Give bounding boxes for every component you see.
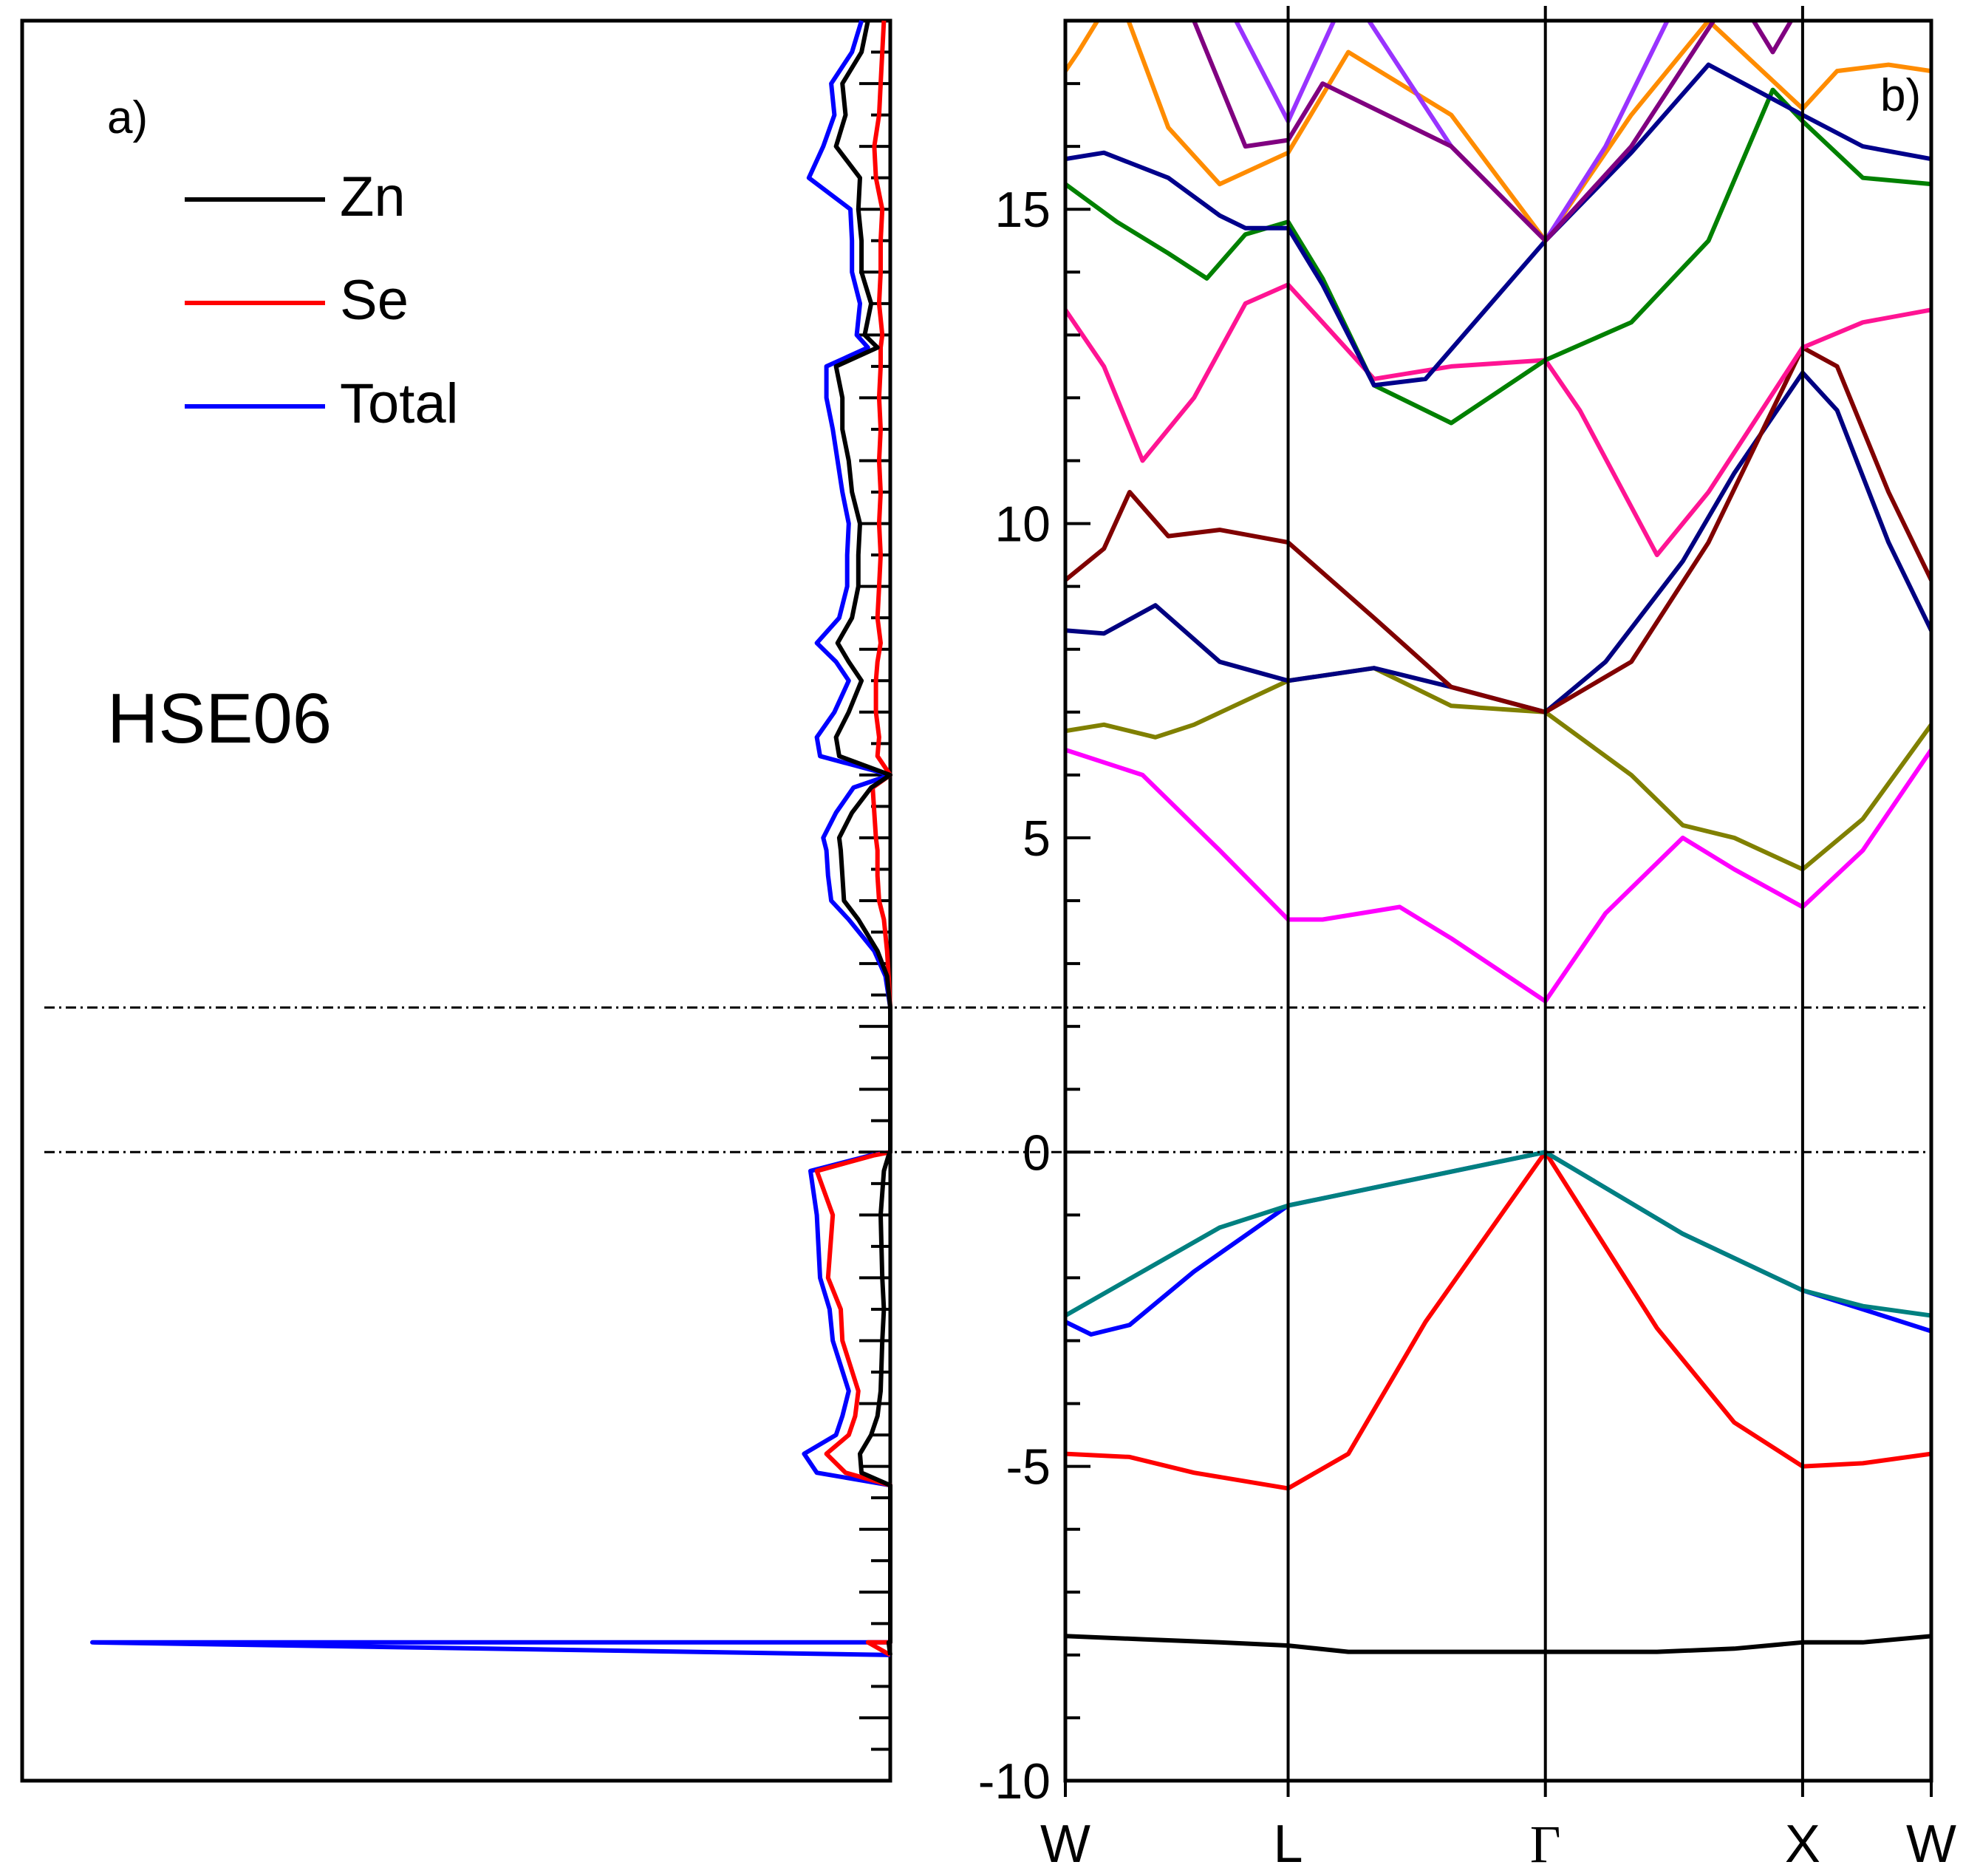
- dos-panel: a) Zn Se Total HSE06: [20, 18, 892, 1783]
- band-curves: [1065, 21, 1931, 1654]
- legend-label-total: Total: [340, 372, 459, 435]
- band-line-12: [1065, 21, 1931, 243]
- dos-series-zn: [833, 20, 892, 1656]
- band-line-11: [1065, 62, 1931, 388]
- band-line-8: [1065, 345, 1931, 714]
- band-line-6: [1065, 666, 1931, 872]
- high-symmetry-lines: [1286, 6, 1804, 1781]
- band-line-2: [1065, 1150, 1931, 1491]
- band-xtick-label: X: [1785, 1815, 1820, 1874]
- band-ytick-label: -5: [1006, 1439, 1051, 1495]
- band-xtick-label: W: [1040, 1815, 1090, 1874]
- band-ytick-label: 10: [994, 497, 1051, 553]
- reference-lines: [44, 1006, 1931, 1153]
- dos-frame: [20, 18, 892, 1783]
- band-xtick-label: W: [1906, 1815, 1956, 1874]
- band-xtick-label: L: [1274, 1815, 1303, 1874]
- band-line-5: [1065, 747, 1931, 1004]
- dos-series-se: [814, 20, 892, 1657]
- legend: Zn Se Total: [185, 166, 459, 435]
- band-line-14: [1191, 21, 1794, 243]
- method-label: HSE06: [107, 679, 332, 758]
- dos-curves: [90, 20, 892, 1657]
- band-line-9: [1065, 282, 1931, 558]
- legend-label-se: Se: [340, 269, 409, 332]
- band-ytick-label: 15: [994, 182, 1051, 238]
- dos-series-total: [90, 20, 892, 1657]
- legend-label-zn: Zn: [340, 166, 406, 228]
- panel-a-label: a): [107, 92, 148, 143]
- band-xtick-label: Γ: [1530, 1815, 1561, 1874]
- band-ytick-label: -10: [978, 1753, 1051, 1810]
- band-line-1: [1065, 1634, 1931, 1654]
- band-ytick-label: 5: [1023, 811, 1051, 867]
- panel-b-label: b): [1880, 70, 1921, 121]
